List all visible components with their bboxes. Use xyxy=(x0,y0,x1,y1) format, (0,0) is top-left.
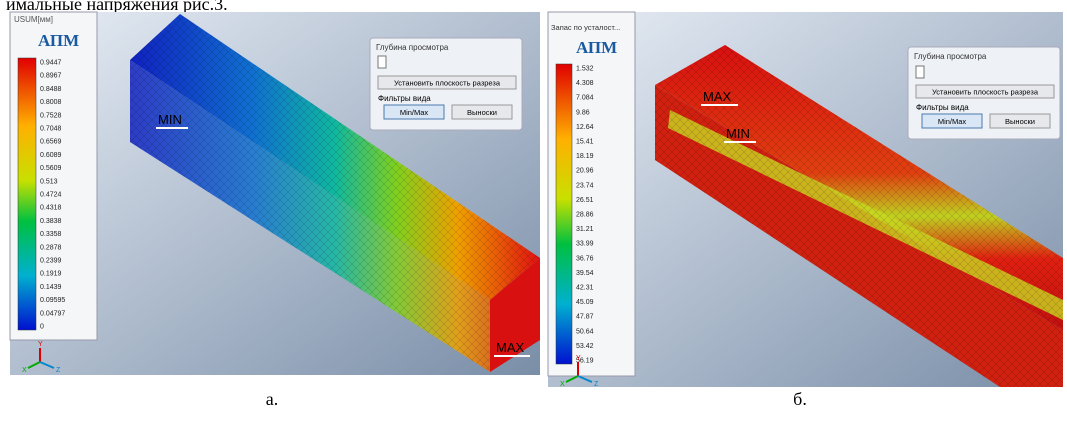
max-label: MAX xyxy=(496,340,525,355)
legend-value: 0.8008 xyxy=(40,99,62,106)
legend-value: 0.09595 xyxy=(40,297,65,304)
slider[interactable] xyxy=(916,66,924,78)
legend-value: 12.64 xyxy=(576,124,594,131)
depth-title: Глубина просмотра xyxy=(376,43,449,52)
legend-value: 18.19 xyxy=(576,153,594,160)
min-label: MIN xyxy=(726,126,750,141)
legend-value: 0.8488 xyxy=(40,86,62,93)
axis-z-label: Z xyxy=(56,367,61,374)
legend-value: 47.87 xyxy=(576,314,594,321)
max-label: MAX xyxy=(703,89,732,104)
legend-value: 0.7528 xyxy=(40,112,62,119)
panel-caption: а. xyxy=(266,389,279,409)
legend-value: 26.51 xyxy=(576,197,594,204)
legend-value: 9.86 xyxy=(576,109,590,116)
legend-value: 4.308 xyxy=(576,80,594,87)
panel-caption: б. xyxy=(793,389,807,409)
legend-value: 28.86 xyxy=(576,212,594,219)
legend-title: USUM[мм] xyxy=(14,15,53,24)
axis-z-label: Z xyxy=(594,381,599,388)
color-bar xyxy=(18,58,36,330)
legend-value: 0.2399 xyxy=(40,258,62,265)
legend-value: 20.96 xyxy=(576,168,594,175)
cut-button-label: Установить плоскость разреза xyxy=(932,88,1039,97)
legend-value: 23.74 xyxy=(576,182,594,189)
legend-value: 0.6569 xyxy=(40,139,62,146)
legend-value: 45.09 xyxy=(576,299,594,306)
legend-value: 53.42 xyxy=(576,343,594,350)
cut-button-label: Установить плоскость разреза xyxy=(394,79,501,88)
legend-value: 0.5609 xyxy=(40,165,62,172)
minmax-button-label: Min/Max xyxy=(400,108,429,117)
legend-value: 0.3838 xyxy=(40,218,62,225)
legend-value: 0.2878 xyxy=(40,244,62,251)
legend-value: 0.8967 xyxy=(40,73,62,80)
legend-value: 0.6089 xyxy=(40,152,62,159)
legend-value: 0.1439 xyxy=(40,284,62,291)
panel-a: USUM[мм] АПМ 0.9447 0.8967 0.8488 0.8008 0.7… xyxy=(10,12,540,409)
legend-value: 39.54 xyxy=(576,270,594,277)
legend-value: 0.513 xyxy=(40,178,58,185)
legend-value: 0 xyxy=(40,324,44,331)
legend-value: 0.1919 xyxy=(40,271,62,278)
legend-value: 0.7048 xyxy=(40,126,62,133)
legend-value: 33.99 xyxy=(576,241,594,248)
min-label: MIN xyxy=(158,112,182,127)
callouts-button-label: Выноски xyxy=(467,108,497,117)
logo: АПМ xyxy=(576,38,617,57)
logo: АПМ xyxy=(38,31,79,50)
legend-value: 0.4318 xyxy=(40,205,62,212)
legend-value: 36.76 xyxy=(576,255,594,262)
axis-y-label: Y xyxy=(576,355,581,362)
legend-value: 42.31 xyxy=(576,285,594,292)
panel-b: Запас по усталост... АПМ 1.532 4.308 7.084… xyxy=(548,12,1063,409)
minmax-button-label: Min/Max xyxy=(938,117,967,126)
slider[interactable] xyxy=(378,56,386,68)
legend-value: 0.04797 xyxy=(40,310,65,317)
legend-value: 15.41 xyxy=(576,139,594,146)
legend-value: 7.084 xyxy=(576,95,594,102)
legend-value: 0.9447 xyxy=(40,60,62,67)
legend-value: 0.4724 xyxy=(40,192,62,199)
axis-x-label: X xyxy=(22,367,27,374)
axis-x-label: X xyxy=(560,381,565,388)
legend-value: 50.64 xyxy=(576,328,594,335)
depth-title: Глубина просмотра xyxy=(914,52,987,61)
legend-title: Запас по усталост... xyxy=(551,23,620,32)
filters-label: Фильтры вида xyxy=(916,103,969,112)
figure: имальные напряжения рис.3. USUM[мм] АПМ … xyxy=(0,0,1067,417)
axis-y-label: Y xyxy=(38,341,43,348)
legend-value: 1.532 xyxy=(576,66,594,73)
color-bar xyxy=(556,64,572,364)
legend-value: 31.21 xyxy=(576,226,594,233)
filters-label: Фильтры вида xyxy=(378,94,431,103)
legend-value: 0.3358 xyxy=(40,231,62,238)
callouts-button-label: Выноски xyxy=(1005,117,1035,126)
